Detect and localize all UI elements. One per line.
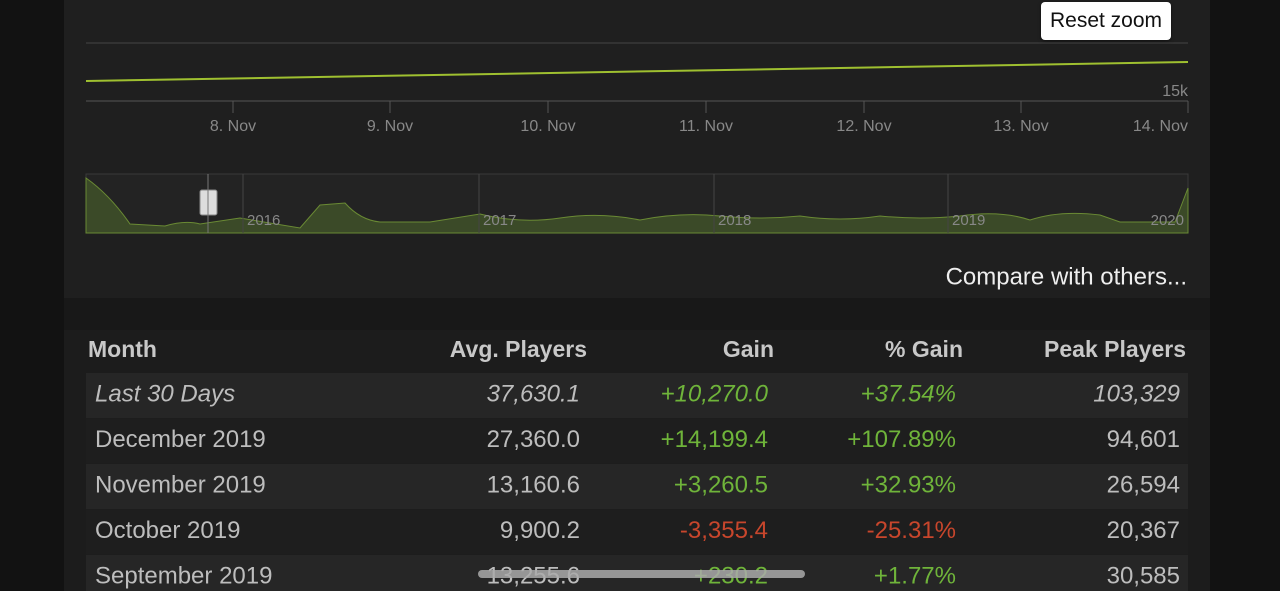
table-cell: +107.89% xyxy=(847,426,956,453)
table-cell: December 2019 xyxy=(95,426,266,453)
table-cell: 20,367 xyxy=(1107,517,1180,544)
table-cell: October 2019 xyxy=(95,517,240,544)
divider-band xyxy=(64,298,1210,330)
table-cell: September 2019 xyxy=(95,562,272,589)
table-cell: 30,585 xyxy=(1107,562,1180,589)
chart-labels: 15k 8. Nov 9. Nov 10. Nov 11. Nov 12. Nov 13. … xyxy=(210,83,1189,290)
y-label: 15k xyxy=(1162,83,1189,100)
reset-zoom-button[interactable]: Reset zoom xyxy=(1041,2,1171,40)
column-header: Peak Players xyxy=(1044,336,1186,362)
table-row xyxy=(86,373,1188,418)
navigator-label: 2017 xyxy=(483,212,516,229)
table-cell: +14,199.4 xyxy=(661,426,768,453)
chart-panel xyxy=(64,0,1210,298)
x-label: 11. Nov xyxy=(679,118,733,135)
table: Month Avg. Players Gain % Gain Peak Players L… xyxy=(86,336,1188,591)
table-row xyxy=(86,418,1188,464)
table-cell: 94,601 xyxy=(1107,426,1180,453)
table-cell: -3,355.4 xyxy=(680,517,768,544)
table-cell: +10,270.0 xyxy=(661,380,769,407)
navigator-label: 2019 xyxy=(952,212,985,229)
table-cell: 13,160.6 xyxy=(487,471,580,498)
table-cell: +1.77% xyxy=(874,562,956,589)
table-cell: 26,594 xyxy=(1107,471,1180,498)
column-header: Month xyxy=(88,336,157,362)
navigator-label: 2016 xyxy=(247,212,280,229)
table-cell: November 2019 xyxy=(95,471,266,498)
column-header: % Gain xyxy=(885,336,963,362)
x-label: 12. Nov xyxy=(836,118,891,135)
table-row xyxy=(86,464,1188,509)
navigator-label: 2018 xyxy=(718,212,751,229)
x-label: 14. Nov xyxy=(1133,118,1188,135)
table-cell: +32.93% xyxy=(861,471,956,498)
scroll-indicator xyxy=(478,570,805,578)
x-label: 8. Nov xyxy=(210,118,256,135)
column-header: Avg. Players xyxy=(450,336,587,362)
player-line xyxy=(85,61,1189,82)
navigator-label: 2020 xyxy=(1151,212,1184,229)
table-cell: +3,260.5 xyxy=(674,471,768,498)
table-cell: 37,630.1 xyxy=(487,380,580,407)
table-cell: 27,360.0 xyxy=(487,426,580,453)
x-label: 13. Nov xyxy=(993,118,1048,135)
table-cell: 9,900.2 xyxy=(500,517,580,544)
table-cell: -25.31% xyxy=(867,517,956,544)
column-header: Gain xyxy=(723,336,774,362)
table-row xyxy=(86,509,1188,555)
table-cell: Last 30 Days xyxy=(95,380,235,407)
table-cell: 103,329 xyxy=(1093,380,1180,407)
x-label: 10. Nov xyxy=(520,118,575,135)
table-cell: +37.54% xyxy=(861,380,956,407)
compare-link[interactable]: Compare with others... xyxy=(946,263,1187,290)
x-label: 9. Nov xyxy=(367,118,413,135)
navigator-area xyxy=(85,177,1189,234)
